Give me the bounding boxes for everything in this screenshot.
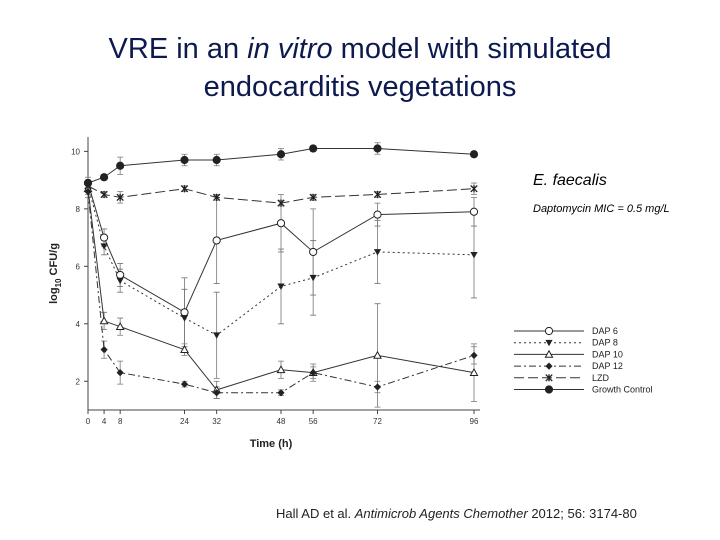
legend-marker-dap-8 [545,339,553,347]
data-point-lzd [470,185,478,193]
data-point-dap-12 [470,351,478,359]
title-line-2: endocarditis vegetations [203,71,517,103]
title-part-italic: in vitro [247,33,333,65]
data-point-lzd [277,199,285,207]
organism-annotation: E. faecalis [533,172,607,189]
data-point-dap-8 [180,315,189,322]
x-tick-label: 8 [118,417,123,426]
y-tick-label: 10 [71,147,80,156]
x-tick-label: 56 [309,417,318,426]
legend-label-dap-12: DAP 12 [592,361,623,371]
series-markers [83,144,479,397]
y-axis-label-unit: CFU/g [48,243,60,278]
data-point-lzd [116,193,124,202]
x-tick-label: 48 [277,417,286,426]
data-point-dap-10 [469,368,479,377]
data-point-growth-control [116,161,125,170]
y-axis-label: log10 CFU/g [48,243,63,304]
x-tick-label: 24 [180,417,189,426]
data-point-growth-control [180,155,189,165]
data-point-dap-12 [100,346,108,354]
citation-authors: Hall AD et al. [276,506,355,521]
data-point-growth-control [99,173,109,182]
x-tick-label: 32 [212,417,221,426]
data-point-growth-control [469,150,479,159]
y-tick-label: 2 [76,377,81,386]
citation-volume: 2012; 56: 3174-80 [527,506,637,521]
data-point-dap-6 [469,207,479,216]
legend-marker-growth-control [544,385,554,394]
legend-marker-dap-10 [544,349,554,358]
data-point-dap-10 [99,316,109,325]
x-tick-label: 0 [86,417,91,426]
legend-marker-dap-6 [544,326,554,336]
data-point-dap-12 [277,389,285,397]
data-point-growth-control [276,150,286,159]
y-tick-label: 6 [76,262,81,271]
mic-annotation: Daptomycin MIC = 0.5 mg/L [533,203,670,215]
data-point-growth-control [309,144,318,153]
data-point-dap-12 [373,383,382,391]
x-tick-label: 96 [470,417,479,426]
title-part-2: model with simulated [332,33,612,65]
y-tick-label: 4 [76,320,81,329]
data-point-dap-10 [115,322,125,331]
data-point-lzd [100,190,108,199]
data-point-dap-8 [373,249,382,256]
y-axis-label-log: log [48,287,60,304]
data-point-growth-control [373,144,382,153]
legend-label-dap-6: DAP 6 [592,326,618,336]
data-point-lzd [212,193,221,202]
data-point-dap-8 [213,332,221,339]
legend-marker-lzd [545,374,553,382]
data-point-dap-10 [276,365,286,374]
data-point-lzd [309,193,317,202]
data-point-dap-6 [180,308,189,317]
data-point-lzd [180,185,189,193]
data-point-dap-6 [116,270,125,280]
data-point-dap-12 [116,369,124,377]
y-axis-label-subscript: 10 [54,278,63,287]
data-point-dap-8 [309,274,317,282]
title-part-1: VRE in an [108,33,248,65]
data-point-dap-12 [180,380,189,388]
data-point-dap-6 [309,247,318,257]
data-point-dap-8 [470,251,478,259]
data-point-dap-6 [373,210,382,219]
data-point-dap-12 [213,389,221,397]
data-point-dap-8 [277,283,285,291]
x-tick-label: 72 [373,417,382,426]
data-point-growth-control [212,155,221,165]
data-point-dap-8 [100,243,108,250]
data-point-dap-6 [276,219,286,228]
x-axis-label: Time (h) [250,438,293,450]
citation-journal: Antimicrob Agents Chemother [354,506,528,521]
x-tick-label: 4 [102,417,107,426]
data-point-dap-10 [180,345,189,354]
data-point-dap-12 [84,188,92,196]
data-point-dap-12 [309,369,317,377]
legend-label-lzd: LZD [592,373,610,383]
citation: Hall AD et al. Antimicrob Agents Chemoth… [276,506,637,521]
data-point-dap-6 [99,233,109,242]
slide-title: VRE in an in vitro model with simulated e… [0,30,720,106]
data-point-growth-control [83,178,93,188]
legend-label-dap-10: DAP 10 [592,349,623,359]
data-point-dap-10 [373,350,382,359]
legend-label-dap-8: DAP 8 [592,338,618,348]
y-tick-label: 8 [76,205,81,214]
data-point-dap-6 [212,236,221,245]
legend-label-growth-control: Growth Control [592,385,653,395]
data-point-lzd [373,190,382,199]
data-point-dap-8 [116,277,124,285]
legend-marker-dap-12 [545,362,553,370]
